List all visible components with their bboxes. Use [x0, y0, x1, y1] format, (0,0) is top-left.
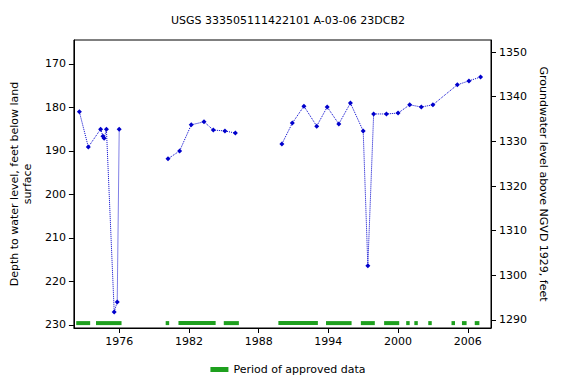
svg-text:Period of approved data: Period of approved data [233, 363, 365, 376]
svg-text:1310: 1310 [499, 224, 527, 237]
svg-text:230: 230 [45, 318, 66, 331]
svg-text:220: 220 [45, 275, 66, 288]
svg-text:1290: 1290 [499, 313, 527, 326]
svg-text:1994: 1994 [314, 335, 342, 348]
svg-text:1982: 1982 [175, 335, 203, 348]
svg-text:180: 180 [45, 101, 66, 114]
svg-text:1976: 1976 [105, 335, 133, 348]
svg-text:1350: 1350 [499, 46, 527, 59]
svg-text:USGS 333505111422101 A-03-06 2: USGS 333505111422101 A-03-06 23DCB2 [171, 14, 405, 27]
svg-text:surface: surface [21, 163, 34, 204]
svg-text:2006: 2006 [454, 335, 482, 348]
svg-text:1330: 1330 [499, 135, 527, 148]
svg-text:170: 170 [45, 57, 66, 70]
svg-text:1300: 1300 [499, 269, 527, 282]
svg-text:Depth to water level, feet bel: Depth to water level, feet below land [8, 82, 21, 287]
svg-text:1340: 1340 [499, 90, 527, 103]
svg-text:190: 190 [45, 144, 66, 157]
svg-text:Groundwater level above NGVD 1: Groundwater level above NGVD 1929, feet [537, 66, 550, 302]
svg-text:2000: 2000 [384, 335, 412, 348]
svg-text:200: 200 [45, 188, 66, 201]
svg-text:210: 210 [45, 231, 66, 244]
svg-text:1320: 1320 [499, 180, 527, 193]
svg-text:1988: 1988 [245, 335, 273, 348]
